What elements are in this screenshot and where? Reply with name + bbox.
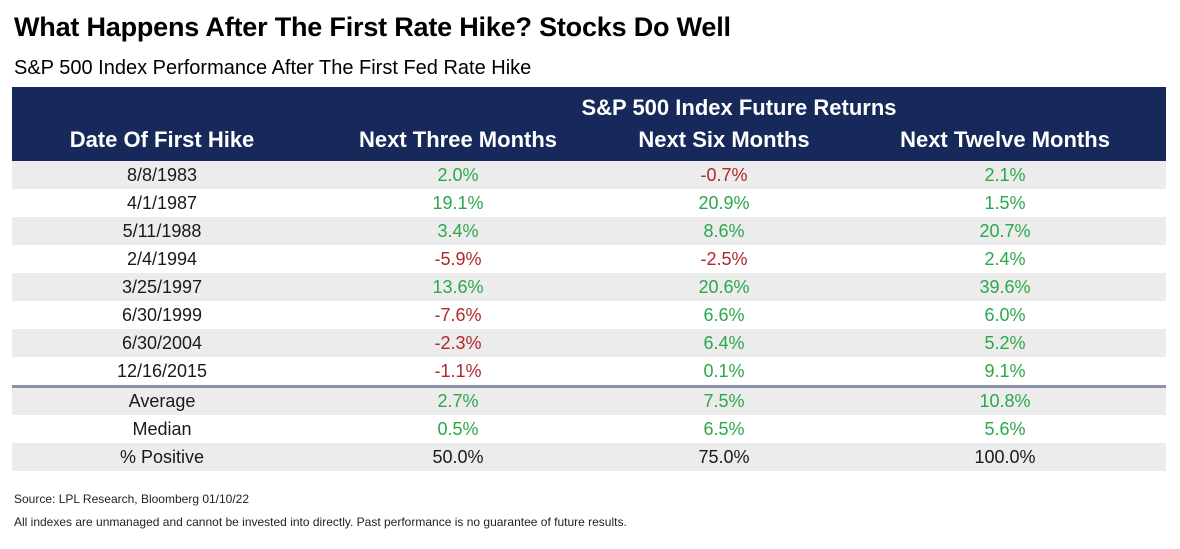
table-cell: 6.4% [604,329,844,357]
table-cell: 20.9% [698,193,750,213]
table-cell: 75.0% [604,443,844,471]
table-row: 12/16/2015 -1.1% 0.1% 9.1% [12,357,1166,387]
table-cell: 100.0% [844,443,1167,471]
table-cell: 3.4% [312,217,604,245]
group-header: S&P 500 Index Future Returns [581,95,897,120]
table-cell: 9.1% [984,361,1026,381]
table-cell: -1.1% [434,361,482,381]
table-cell: -0.7% [604,161,844,189]
table-cell: 6.6% [703,305,745,325]
table-cell: 7.5% [604,385,844,415]
table-cell: 50.0% [312,443,604,471]
table-cell: 1.5% [984,193,1026,213]
summary-row: Average 2.7% 7.5% 10.8% [12,385,1167,415]
table-cell: 19.1% [432,193,484,213]
returns-table: S&P 500 Index Future Returns Date Of Fir… [12,87,1167,471]
table-cell: 2.1% [844,161,1167,189]
row-label: 4/1/1987 [126,193,198,213]
group-header-spacer [12,87,312,123]
table-cell: 5.6% [984,419,1026,439]
column-header-row: Date Of First Hike Next Three Months Nex… [12,123,1167,161]
row-label: 6/30/2004 [12,329,312,357]
table-cell: 6.5% [703,419,745,439]
table-cell: 0.1% [703,361,745,381]
row-label: 3/25/1997 [12,273,312,301]
disclaimer-note: All indexes are unmanaged and cannot be … [14,515,627,529]
table-row: 4/1/1987 19.1% 20.9% 1.5% [12,189,1166,217]
row-label: Average [12,385,312,415]
table-cell: 6.0% [984,305,1026,325]
column-header-six-months: Next Six Months [638,127,810,152]
table-cell: 13.6% [312,273,604,301]
table-cell: -2.5% [700,249,748,269]
group-header-row: S&P 500 Index Future Returns [12,87,1167,123]
row-label: Median [132,419,192,439]
table-row: 6/30/2004 -2.3% 6.4% 5.2% [12,329,1167,357]
row-label: 8/8/1983 [12,161,312,189]
table-row: 6/30/1999 -7.6% 6.6% 6.0% [12,301,1166,329]
table-body: 8/8/1983 2.0% -0.7% 2.1% 4/1/1987 19.1% 20.9% 1… [12,161,1167,471]
table-row: 3/25/1997 13.6% 20.6% 39.6% [12,273,1167,301]
table-cell: -7.6% [434,305,482,325]
column-header-date: Date Of First Hike [69,127,255,152]
row-label: 2/4/1994 [126,249,198,269]
column-header-twelve-months: Next Twelve Months [900,127,1110,152]
table-cell: 0.5% [437,419,479,439]
column-header-three-months: Next Three Months [358,127,558,152]
source-note: Source: LPL Research, Bloomberg 01/10/22 [14,492,250,506]
table-cell: 8.6% [604,217,844,245]
table-cell: 2.7% [312,385,604,415]
table-cell: 2.0% [312,161,604,189]
row-label: 12/16/2015 [116,361,208,381]
table-cell: 2.4% [984,249,1026,269]
table-row: 2/4/1994 -5.9% -2.5% 2.4% [12,245,1166,273]
row-label: % Positive [12,443,312,471]
table-cell: 5.2% [844,329,1167,357]
chart-subtitle: S&P 500 Index Performance After The Firs… [14,57,532,79]
table-cell: -2.3% [312,329,604,357]
table-row: 8/8/1983 2.0% -0.7% 2.1% [12,161,1167,189]
table-row: 5/11/1988 3.4% 8.6% 20.7% [12,217,1167,245]
summary-row: % Positive 50.0% 75.0% 100.0% [12,443,1167,471]
summary-row: Median 0.5% 6.5% 5.6% [12,415,1166,443]
chart-title: What Happens After The First Rate Hike? … [14,12,731,42]
table-cell: 20.7% [844,217,1167,245]
table-cell: 39.6% [844,273,1167,301]
row-label: 5/11/1988 [12,217,312,245]
table-cell: -5.9% [434,249,482,269]
row-label: 6/30/1999 [121,305,203,325]
table-cell: 20.6% [604,273,844,301]
table-cell: 10.8% [844,385,1167,415]
